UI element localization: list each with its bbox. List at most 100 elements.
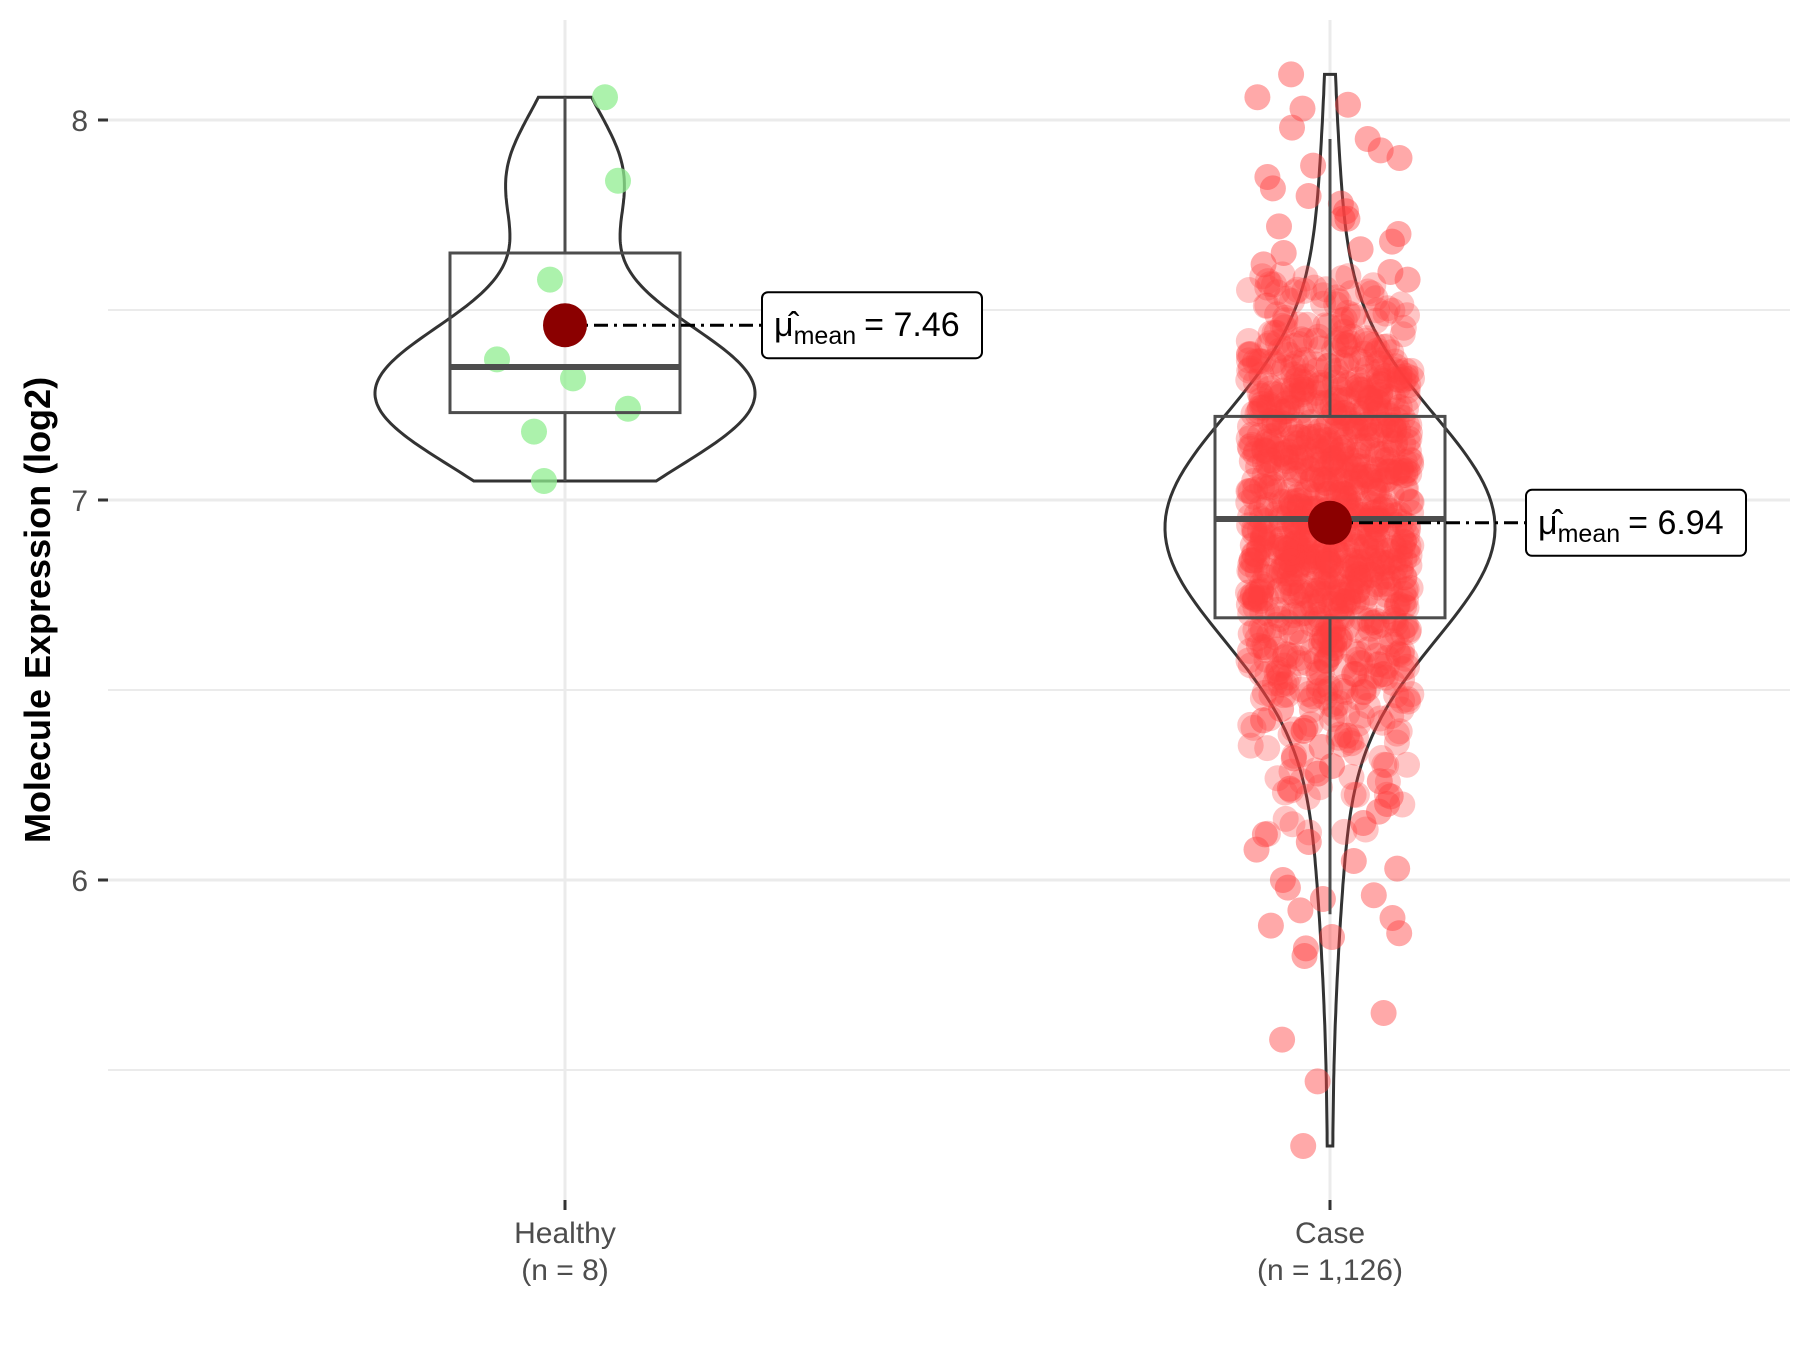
data-point-case xyxy=(1294,311,1321,338)
data-point-case xyxy=(1349,650,1376,677)
data-point-case xyxy=(1275,641,1302,668)
data-point-case xyxy=(1338,730,1365,757)
data-point-case xyxy=(1240,516,1267,542)
data-point-case xyxy=(1350,556,1377,583)
data-point-case-outlier xyxy=(1251,821,1278,848)
data-point-case xyxy=(1291,277,1318,304)
data-point-case xyxy=(1284,551,1311,578)
data-point-case xyxy=(1253,531,1280,558)
x-tick-count-label: (n = 1,126) xyxy=(1257,1254,1403,1287)
data-point-case xyxy=(1307,374,1334,401)
data-point-case xyxy=(1244,400,1271,427)
data-point-case xyxy=(1343,724,1369,751)
data-point-case xyxy=(1394,377,1421,404)
data-point-case xyxy=(1311,554,1338,580)
data-point-case xyxy=(1237,551,1264,578)
data-point-case xyxy=(1255,492,1282,519)
data-point-case xyxy=(1363,571,1390,598)
data-point-case xyxy=(1293,477,1320,504)
mean-marker xyxy=(543,303,587,348)
data-point-case xyxy=(1364,548,1391,575)
data-point-case xyxy=(1312,371,1339,398)
data-point-case xyxy=(1263,319,1290,346)
data-point-case xyxy=(1245,348,1272,374)
data-point-case xyxy=(1300,578,1327,604)
data-point-case xyxy=(1353,325,1380,352)
data-point-case xyxy=(1396,460,1423,487)
data-point-case xyxy=(1277,534,1304,561)
data-point-case xyxy=(1236,478,1263,505)
data-point-case xyxy=(1315,480,1342,507)
data-point-case xyxy=(1380,565,1407,592)
data-point-case xyxy=(1393,586,1419,613)
data-point-case xyxy=(1318,551,1345,578)
data-point-case xyxy=(1281,373,1308,400)
data-point-case xyxy=(1235,367,1262,393)
data-point-case xyxy=(1362,394,1389,421)
data-point-case xyxy=(1250,523,1277,550)
data-point-case xyxy=(1280,579,1307,606)
data-point-case xyxy=(1346,433,1373,460)
data-point-case xyxy=(1392,645,1419,672)
data-point-case xyxy=(1252,520,1278,547)
data-point-case xyxy=(1333,438,1360,465)
data-point-case xyxy=(1286,650,1313,676)
data-point-case xyxy=(1391,613,1418,640)
data-point-case xyxy=(1391,546,1418,573)
data-point-case xyxy=(1249,394,1276,421)
data-point-case xyxy=(1306,671,1333,698)
data-point-case xyxy=(1344,374,1371,401)
data-point-case xyxy=(1374,563,1401,590)
data-point-case xyxy=(1327,467,1354,494)
data-point-case xyxy=(1380,385,1407,412)
data-point-healthy xyxy=(615,395,641,422)
data-point-case xyxy=(1278,395,1305,421)
data-point-case xyxy=(1248,495,1275,522)
data-point-case xyxy=(1363,400,1390,427)
data-point-case xyxy=(1270,358,1297,385)
data-point-case xyxy=(1275,664,1302,691)
data-point-case xyxy=(1313,647,1340,674)
data-point-case xyxy=(1337,579,1364,606)
x-tick-count-label: (n = 8) xyxy=(521,1254,609,1287)
data-point-case xyxy=(1290,717,1317,744)
data-point-case xyxy=(1237,638,1263,664)
data-point-case xyxy=(1364,651,1391,678)
data-point-case xyxy=(1241,348,1268,375)
data-point-case xyxy=(1249,685,1276,712)
data-point-case xyxy=(1304,580,1331,607)
data-point-case xyxy=(1235,478,1262,505)
data-point-case xyxy=(1343,463,1370,490)
data-point-case xyxy=(1372,300,1399,327)
data-point-case-outlier xyxy=(1379,905,1406,931)
axis-layer: 6 7 8 Healthy (n = 8) Case (n = 1,126) xyxy=(71,105,1403,1287)
data-point-case xyxy=(1363,421,1390,448)
data-point-case xyxy=(1314,481,1341,507)
data-point-case xyxy=(1373,333,1400,360)
data-point-case xyxy=(1358,523,1385,550)
data-point-case xyxy=(1345,641,1372,667)
data-point-case xyxy=(1259,448,1286,474)
data-point-case xyxy=(1301,446,1328,472)
data-point-case-outlier xyxy=(1366,768,1393,795)
data-point-case xyxy=(1253,585,1280,612)
data-point-case xyxy=(1251,437,1278,464)
data-point-case xyxy=(1256,474,1283,501)
data-point-case xyxy=(1353,411,1380,438)
data-point-case xyxy=(1391,448,1418,475)
data-point-case xyxy=(1358,537,1385,564)
data-point-case-outlier xyxy=(1334,205,1361,232)
data-point-case xyxy=(1380,631,1407,658)
data-point-case xyxy=(1306,543,1333,570)
violin-case xyxy=(1163,72,1497,1148)
data-point-case xyxy=(1373,466,1400,493)
data-point-case xyxy=(1275,395,1301,421)
data-point-case xyxy=(1248,386,1275,413)
data-point-case xyxy=(1364,524,1391,551)
data-point-case xyxy=(1390,314,1417,341)
data-point-case xyxy=(1251,394,1278,421)
data-point-case xyxy=(1263,636,1290,663)
data-point-case xyxy=(1377,458,1404,485)
data-point-case xyxy=(1384,640,1411,667)
data-point-case xyxy=(1356,546,1383,573)
